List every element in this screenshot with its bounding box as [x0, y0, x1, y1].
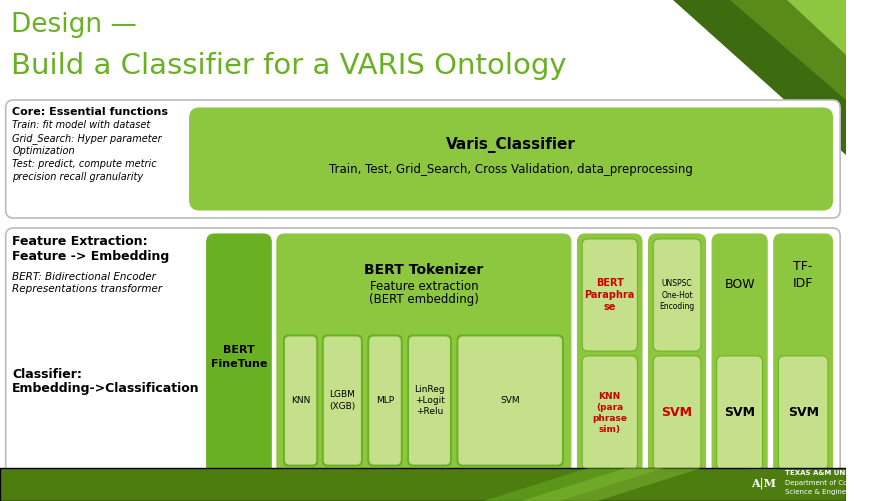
- FancyBboxPatch shape: [653, 356, 701, 470]
- Text: LGBM
(XGB): LGBM (XGB): [329, 390, 355, 410]
- FancyBboxPatch shape: [773, 234, 832, 474]
- Text: SVM: SVM: [500, 396, 520, 405]
- Text: BERT
Paraphra
se: BERT Paraphra se: [584, 278, 635, 313]
- Text: TF-
IDF: TF- IDF: [793, 260, 814, 290]
- Text: Representations transformer: Representations transformer: [12, 284, 162, 294]
- FancyBboxPatch shape: [277, 234, 571, 474]
- FancyBboxPatch shape: [370, 337, 401, 464]
- Text: Core: Essential functions: Core: Essential functions: [12, 107, 169, 117]
- FancyBboxPatch shape: [717, 356, 763, 470]
- Text: LinReg
+Logit
+Relu: LinReg +Logit +Relu: [414, 385, 445, 416]
- FancyBboxPatch shape: [780, 357, 827, 469]
- Text: Science & Engineering: Science & Engineering: [785, 489, 864, 495]
- Text: BERT: Bidirectional Encoder: BERT: Bidirectional Encoder: [12, 272, 156, 282]
- Text: Embedding->Classification: Embedding->Classification: [12, 382, 200, 395]
- FancyBboxPatch shape: [583, 240, 636, 350]
- FancyBboxPatch shape: [457, 335, 563, 466]
- FancyBboxPatch shape: [284, 335, 318, 466]
- Text: (BERT embedding): (BERT embedding): [369, 293, 479, 306]
- Text: Varis_Classifier: Varis_Classifier: [446, 137, 576, 153]
- FancyBboxPatch shape: [582, 239, 637, 351]
- Text: Optimization: Optimization: [12, 146, 75, 156]
- FancyBboxPatch shape: [648, 234, 706, 474]
- FancyBboxPatch shape: [207, 234, 271, 474]
- FancyBboxPatch shape: [459, 337, 561, 464]
- Text: SVM: SVM: [724, 406, 756, 419]
- Text: Design —: Design —: [12, 12, 137, 38]
- FancyBboxPatch shape: [190, 108, 832, 210]
- FancyBboxPatch shape: [653, 239, 701, 351]
- Text: precision recall granularity: precision recall granularity: [12, 172, 144, 182]
- Text: Grid_Search: Hyper parameter: Grid_Search: Hyper parameter: [12, 133, 162, 144]
- FancyBboxPatch shape: [712, 234, 767, 474]
- FancyBboxPatch shape: [5, 100, 840, 218]
- Text: BOW: BOW: [724, 279, 755, 292]
- FancyBboxPatch shape: [779, 356, 828, 470]
- Polygon shape: [731, 0, 846, 100]
- Text: BERT
FineTune: BERT FineTune: [211, 345, 267, 369]
- FancyBboxPatch shape: [368, 335, 402, 466]
- Polygon shape: [522, 468, 702, 501]
- FancyBboxPatch shape: [322, 335, 362, 466]
- Text: Train: fit model with dataset: Train: fit model with dataset: [12, 120, 151, 130]
- Text: Feature -> Embedding: Feature -> Embedding: [12, 250, 169, 263]
- Text: KNN: KNN: [291, 396, 310, 405]
- Text: BERT Tokenizer: BERT Tokenizer: [364, 263, 483, 277]
- Text: Department of Computer: Department of Computer: [785, 480, 873, 486]
- FancyBboxPatch shape: [577, 234, 642, 474]
- Text: KNN
(para
phrase
sim): KNN (para phrase sim): [592, 392, 627, 434]
- FancyBboxPatch shape: [749, 470, 778, 496]
- Text: Classifier:: Classifier:: [12, 368, 82, 381]
- FancyBboxPatch shape: [655, 357, 700, 469]
- Text: Build a Classifier for a VARIS Ontology: Build a Classifier for a VARIS Ontology: [12, 52, 567, 80]
- Text: Feature Extraction:: Feature Extraction:: [12, 235, 148, 248]
- Polygon shape: [787, 0, 846, 55]
- FancyBboxPatch shape: [285, 337, 316, 464]
- Polygon shape: [673, 0, 846, 155]
- Text: Train, Test, Grid_Search, Cross Validation, data_preprocessing: Train, Test, Grid_Search, Cross Validati…: [329, 163, 693, 176]
- FancyBboxPatch shape: [325, 337, 360, 464]
- FancyBboxPatch shape: [655, 240, 700, 350]
- FancyBboxPatch shape: [409, 337, 450, 464]
- FancyBboxPatch shape: [583, 357, 636, 469]
- FancyBboxPatch shape: [718, 357, 762, 469]
- Text: SVM: SVM: [788, 406, 819, 419]
- Text: TEXAS A&M UNIVERSITY: TEXAS A&M UNIVERSITY: [785, 470, 881, 476]
- Text: A|M: A|M: [751, 477, 776, 489]
- Text: MLP: MLP: [376, 396, 394, 405]
- Text: Feature extraction: Feature extraction: [369, 280, 478, 293]
- FancyBboxPatch shape: [0, 468, 846, 501]
- Text: Test: predict, compute metric: Test: predict, compute metric: [12, 159, 157, 169]
- FancyBboxPatch shape: [408, 335, 451, 466]
- FancyBboxPatch shape: [5, 228, 840, 480]
- FancyBboxPatch shape: [582, 356, 637, 470]
- Text: SVM: SVM: [662, 406, 692, 419]
- Polygon shape: [483, 468, 664, 501]
- Text: UNSPSC
One-Hot
Encoding: UNSPSC One-Hot Encoding: [659, 280, 695, 311]
